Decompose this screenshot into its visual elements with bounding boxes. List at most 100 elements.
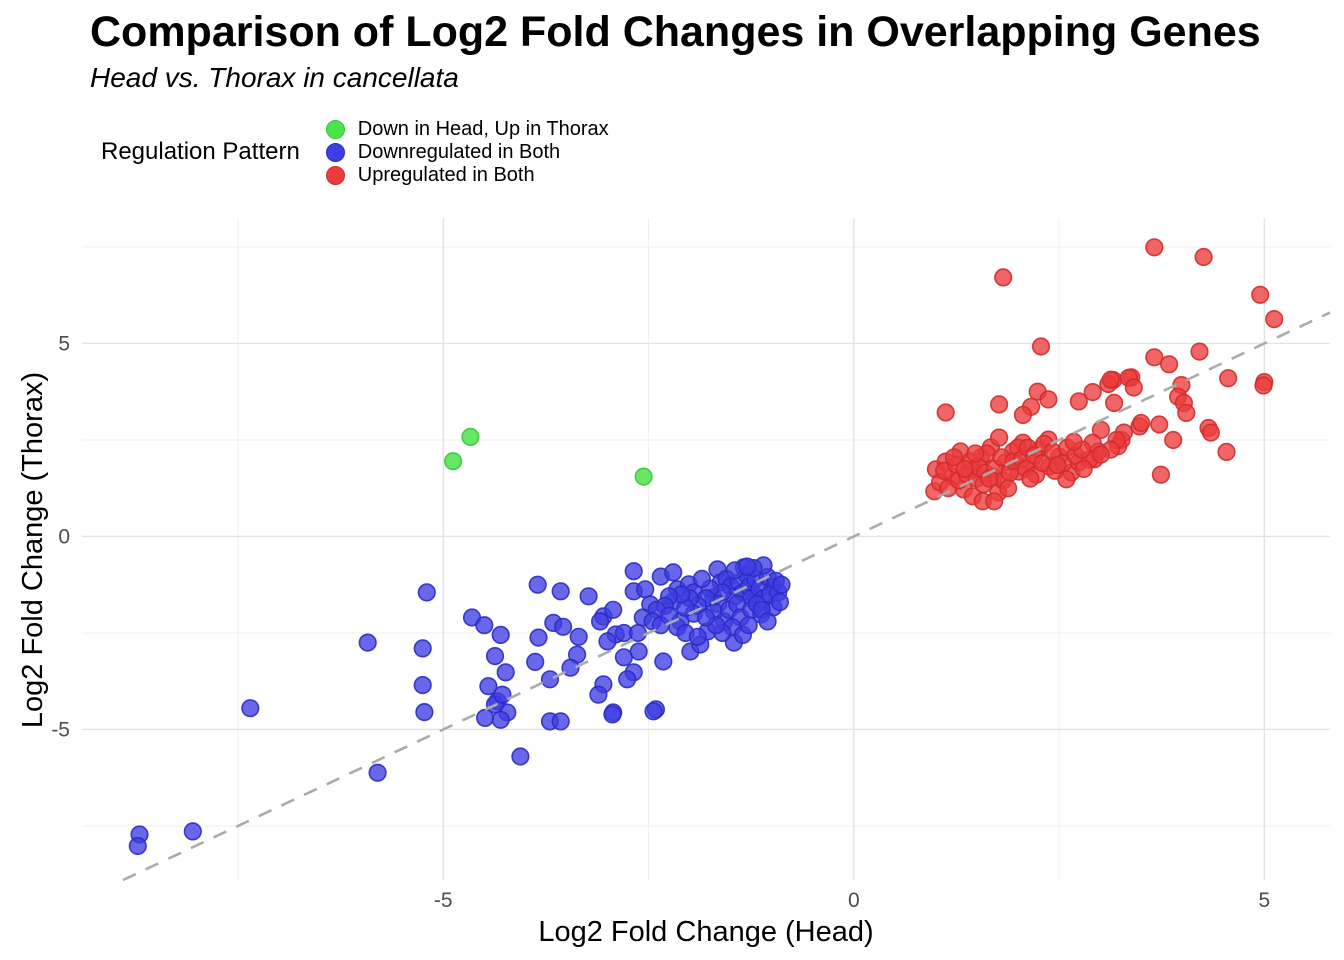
data-point — [604, 600, 623, 619]
data-point — [526, 652, 545, 672]
data-point — [598, 632, 617, 651]
data-point — [1091, 445, 1110, 464]
data-point — [553, 617, 573, 636]
data-point — [688, 627, 707, 646]
data-point — [561, 658, 580, 677]
minor-gridlines — [82, 218, 1330, 880]
legend-item-label: Upregulated in Both — [357, 163, 535, 186]
data-point — [644, 702, 663, 721]
data-point — [417, 583, 436, 602]
data-point — [1074, 459, 1093, 479]
data-point — [603, 705, 622, 724]
data-point — [415, 702, 434, 722]
data-point — [634, 467, 653, 486]
data-point — [1201, 423, 1220, 442]
data-point — [368, 763, 387, 782]
data-point — [475, 616, 494, 635]
identity-line — [122, 311, 1331, 882]
data-point — [664, 563, 683, 582]
data-point — [1151, 465, 1170, 484]
data-point — [589, 685, 608, 704]
data-point — [1039, 390, 1058, 409]
data-point — [485, 646, 505, 666]
data-point — [1145, 238, 1164, 257]
data-point — [624, 562, 643, 581]
data-point — [654, 652, 673, 671]
data-point — [528, 575, 547, 594]
x-tick-label: 5 — [1258, 889, 1270, 912]
data-point — [461, 427, 480, 447]
data-point — [955, 459, 974, 479]
data-point — [1124, 378, 1143, 397]
legend-items: Down in Head, Up in Thorax Downregulated … — [325, 117, 643, 187]
data-point — [444, 452, 463, 471]
data-point — [1150, 415, 1169, 434]
data-point — [1217, 442, 1236, 462]
data-point — [551, 582, 570, 601]
data-point — [772, 575, 791, 594]
data-point — [413, 639, 432, 658]
data-point — [1083, 383, 1102, 402]
x-tick-label: 0 — [848, 889, 860, 912]
y-tick-label: -5 — [51, 718, 70, 741]
data-point — [628, 623, 648, 643]
legend-item: Down in Head, Up in Thorax — [325, 117, 609, 141]
x-tick-label: -5 — [434, 889, 453, 912]
data-point — [491, 710, 510, 729]
data-point — [241, 699, 260, 718]
data-point — [758, 612, 777, 631]
legend-key-icon — [325, 119, 345, 139]
data-point — [989, 428, 1009, 447]
data-point — [569, 627, 588, 646]
data-point — [1265, 310, 1284, 329]
legend: Regulation Pattern Down in Head, Up in T… — [101, 118, 643, 186]
data-point — [590, 612, 610, 631]
legend-item: Upregulated in Both — [325, 163, 609, 187]
data-point — [1021, 469, 1040, 488]
data-point — [479, 677, 498, 696]
data-point — [413, 675, 432, 695]
data-point — [998, 479, 1018, 498]
data-point — [936, 403, 955, 422]
data-point — [183, 822, 202, 841]
data-point — [692, 569, 712, 589]
data-point — [1251, 285, 1270, 304]
data-point — [551, 712, 570, 731]
x-axis-title: Log2 Fold Change (Head) — [538, 916, 873, 948]
legend-key-icon — [325, 142, 345, 162]
y-tick-label: 5 — [58, 332, 70, 355]
data-point — [1064, 432, 1083, 452]
legend-item-label: Down in Head, Up in Thorax — [357, 117, 609, 140]
data-point — [1069, 392, 1088, 411]
legend-key-icon — [325, 165, 345, 185]
tick-labels: -5 0 5 -5 0 5 — [51, 332, 1270, 912]
data-point — [966, 444, 985, 463]
y-tick-label: 0 — [58, 525, 70, 548]
major-gridlines — [82, 218, 1330, 880]
data-point — [128, 836, 147, 856]
data-point — [1177, 403, 1196, 423]
data-point — [1031, 337, 1051, 356]
data-point — [629, 642, 648, 661]
legend-title: Regulation Pattern — [101, 138, 300, 165]
data-point — [1013, 405, 1033, 425]
data-point — [618, 670, 637, 689]
data-point — [739, 616, 758, 635]
data-point — [636, 580, 655, 599]
data-point — [696, 608, 716, 627]
data-point — [1145, 348, 1164, 367]
data-point — [1164, 430, 1183, 450]
data-point — [1132, 413, 1151, 433]
data-point — [1159, 355, 1179, 374]
y-axis-title: Log2 Fold Change (Thorax) — [17, 372, 49, 728]
data-points-layer — [128, 238, 1284, 856]
data-point — [989, 395, 1009, 414]
data-point — [496, 663, 515, 682]
data-point — [1190, 342, 1209, 361]
data-point — [944, 448, 964, 467]
data-point — [493, 685, 512, 704]
data-point — [985, 492, 1004, 511]
data-point — [529, 628, 548, 647]
